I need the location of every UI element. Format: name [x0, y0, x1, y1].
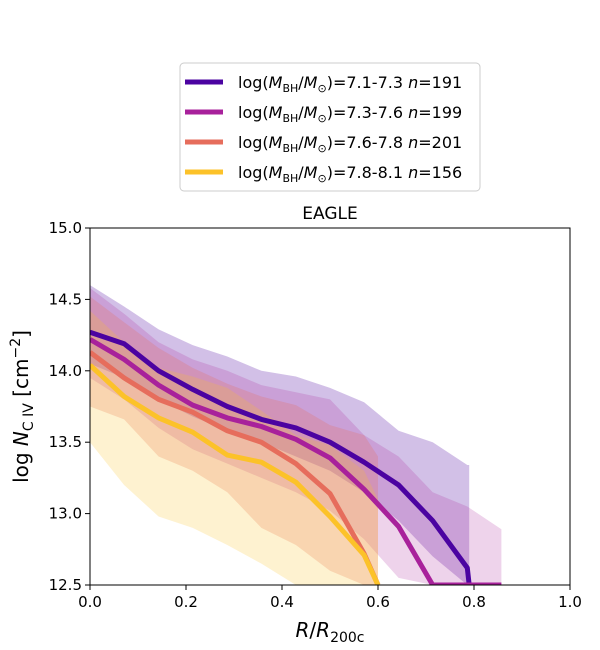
x-axis: 0.0 0.2 0.4 0.6 0.8 1.0	[78, 585, 582, 611]
band-layer	[90, 285, 502, 585]
legend-entry-series-4: log(MBH/M⊙)=7.8-8.1 n=156	[238, 163, 462, 185]
chart-title: EAGLE	[302, 204, 357, 224]
y-tick-label: 12.5	[49, 576, 82, 594]
median-line-series-4	[90, 363, 381, 585]
x-tick-label: 0.0	[78, 593, 102, 611]
x-axis-label: R/R200c	[296, 618, 365, 646]
legend: log(MBH/M⊙)=7.1-7.3 n=191 log(MBH/M⊙)=7.3…	[179, 62, 481, 192]
x-tick-label: 0.8	[462, 593, 486, 611]
y-axis-label: log NC IV [cm−2]	[8, 330, 37, 483]
band-series-3	[90, 296, 378, 585]
x-tick-label: 0.2	[174, 593, 198, 611]
legend-entry-series-2: log(MBH/M⊙)=7.3-7.6 n=199	[238, 103, 462, 125]
line-layer	[90, 329, 502, 585]
legend-box	[179, 62, 481, 192]
x-tick-label: 0.6	[366, 593, 390, 611]
plot-frame	[89, 227, 571, 586]
median-line-series-2	[90, 337, 502, 585]
y-tick-label: 15.0	[49, 219, 82, 237]
band-series-2	[90, 288, 502, 585]
y-tick-label: 13.5	[49, 433, 82, 451]
x-tick-label: 1.0	[558, 593, 582, 611]
median-line-series-1	[90, 329, 472, 585]
y-axis: 12.5 13.0 13.5 14.0 14.5 15.0	[49, 219, 90, 594]
y-tick-label: 14.0	[49, 362, 82, 380]
y-tick-label: 14.5	[49, 290, 82, 308]
legend-entry-series-1: log(MBH/M⊙)=7.1-7.3 n=191	[238, 73, 462, 95]
y-tick-label: 13.0	[49, 505, 82, 523]
x-tick-label: 0.4	[270, 593, 294, 611]
band-series-4	[90, 310, 378, 585]
median-line-series-3	[90, 350, 381, 585]
legend-entry-series-3: log(MBH/M⊙)=7.6-7.8 n=201	[238, 133, 462, 155]
